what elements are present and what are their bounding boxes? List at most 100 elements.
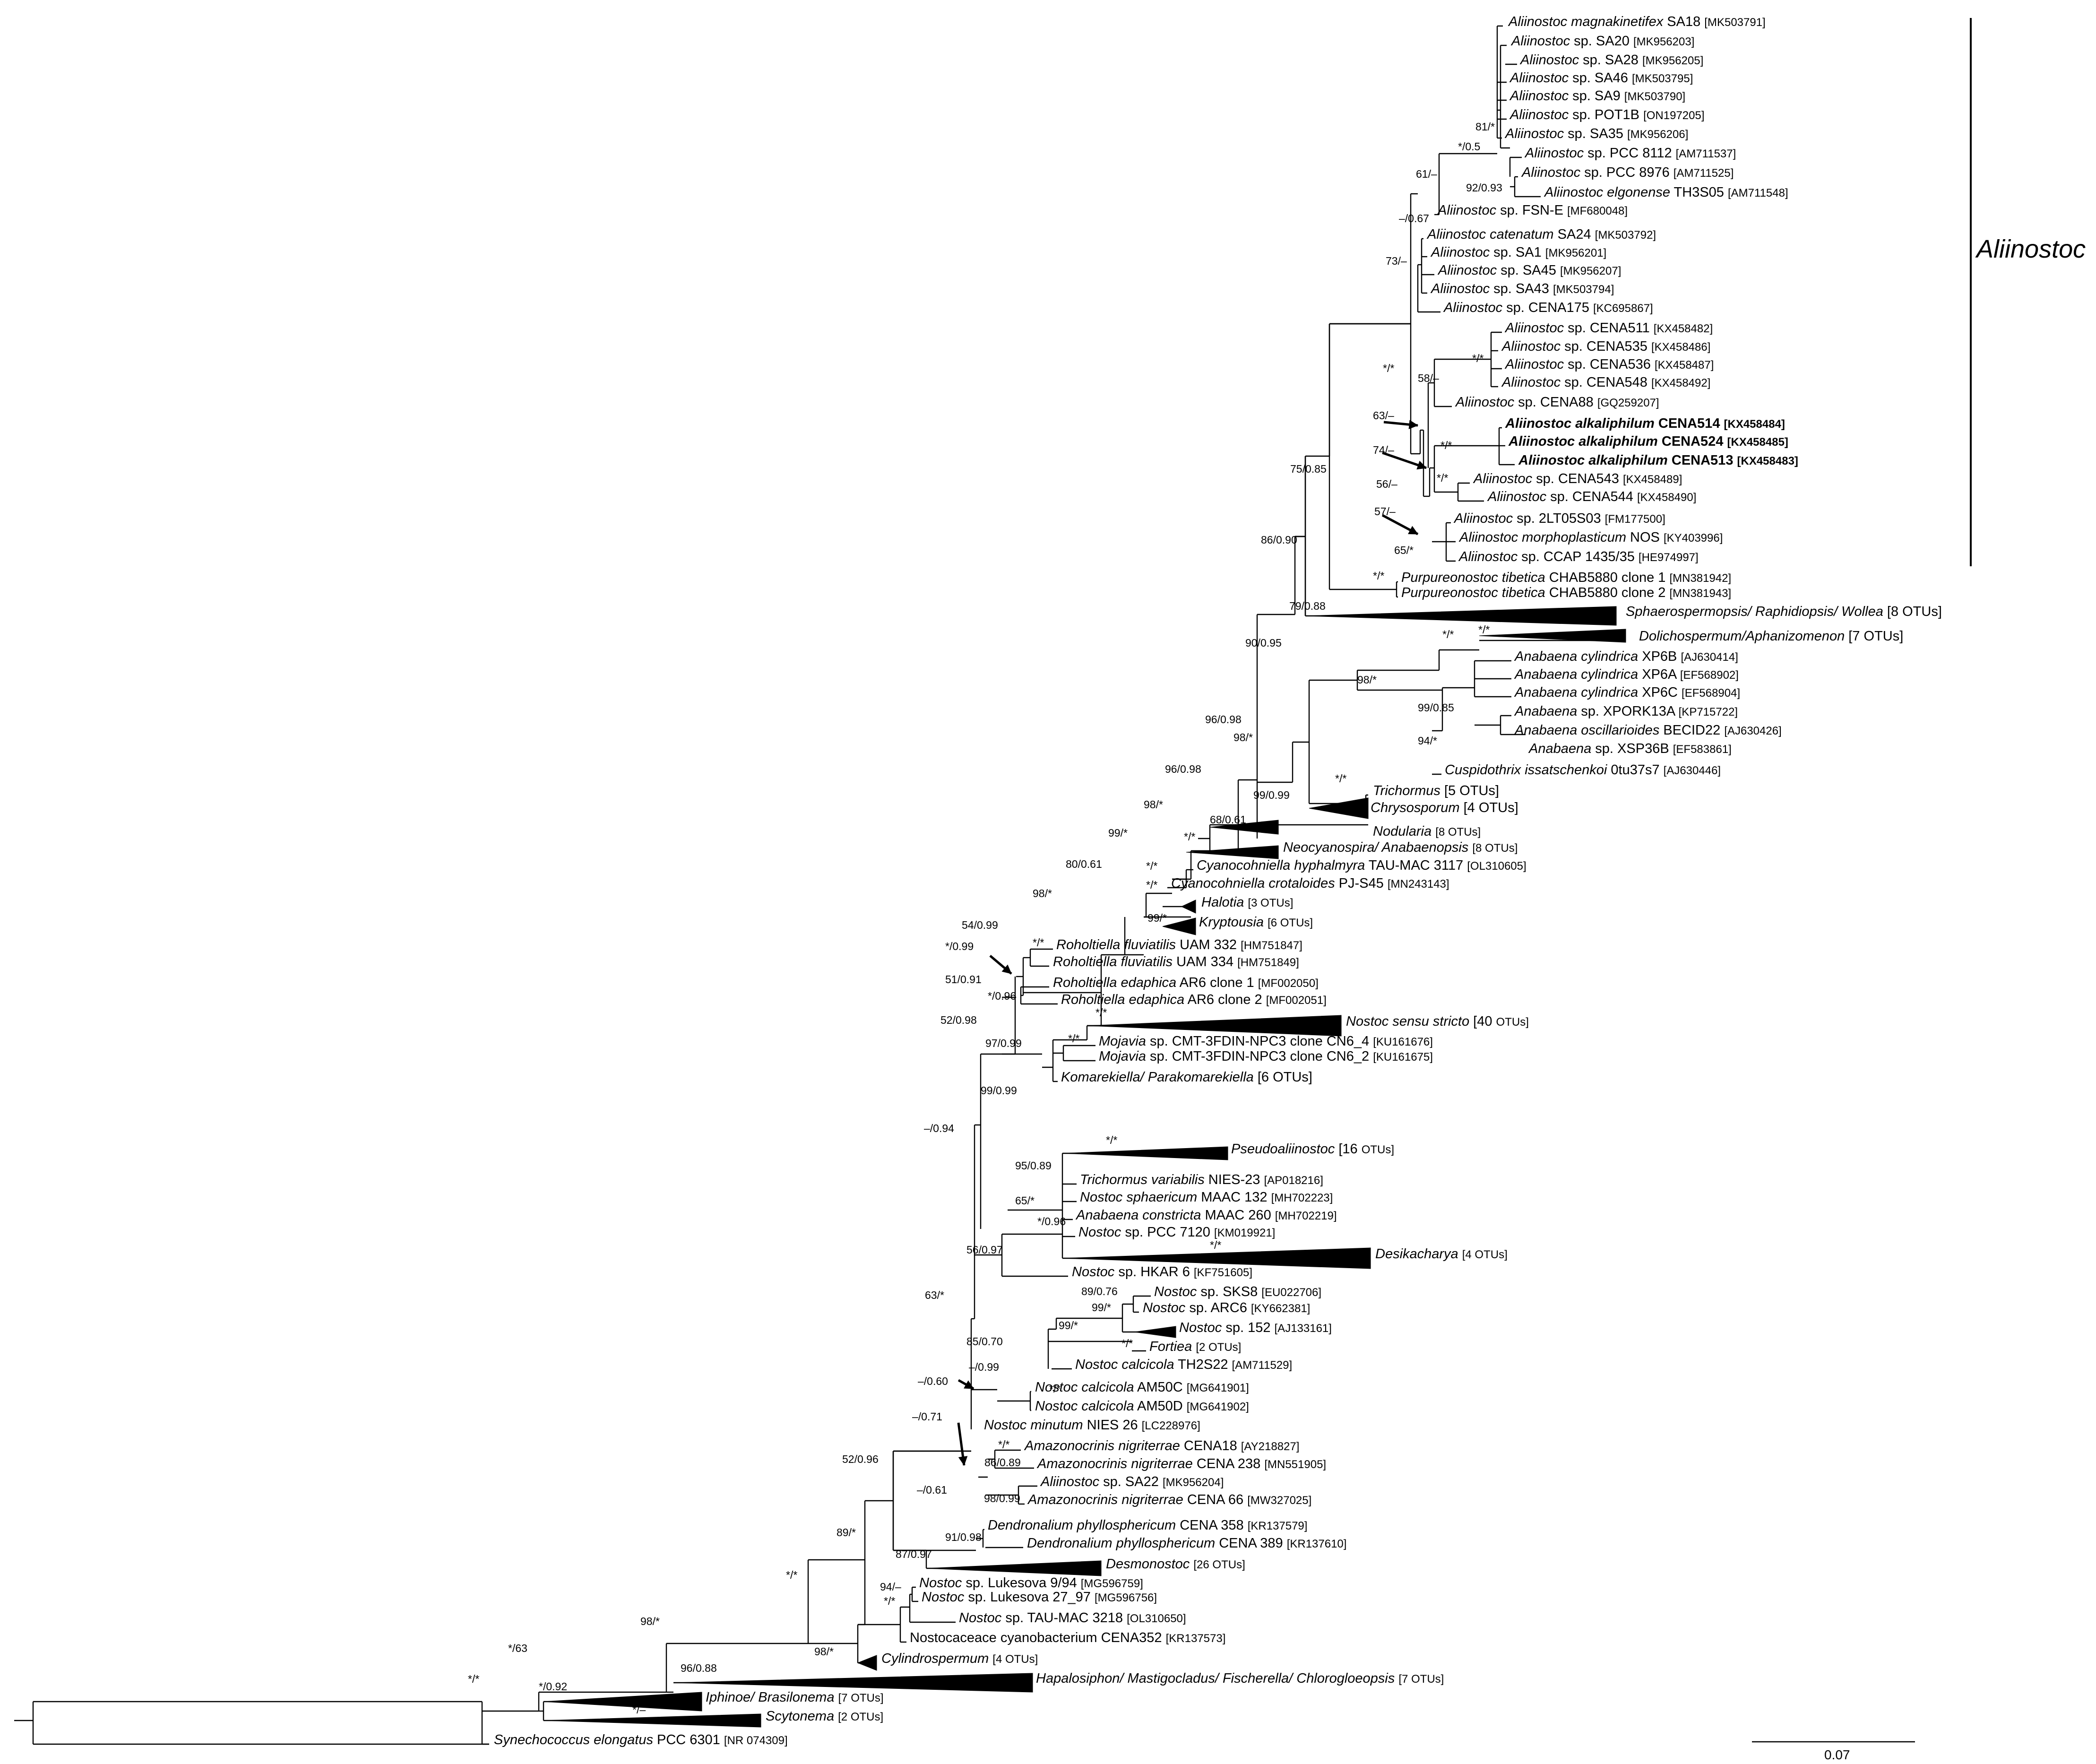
taxon-name: Nostoc <box>959 1610 1002 1626</box>
taxon-name: Iphinoe/ Brasilonema <box>706 1690 834 1705</box>
taxon-label: Desmonostoc [26 OTUs] <box>1106 1556 1245 1572</box>
taxon-name: Nostoc <box>1143 1300 1186 1315</box>
accession: [2 OTUs] <box>838 1711 883 1723</box>
strain-id: CENA514 <box>1655 416 1724 431</box>
arrow-head <box>964 1380 974 1389</box>
support-value: 73/– <box>1386 255 1407 267</box>
support-value: –/0.61 <box>917 1484 947 1496</box>
taxon-name: Amazonocrinis nigriterrae <box>1036 1456 1193 1471</box>
accession: [MK956203] <box>1633 35 1694 48</box>
strain-id: sp. CENA175 <box>1502 300 1593 315</box>
strain-id <box>1190 1556 1193 1572</box>
strain-id: sp. SA22 <box>1099 1474 1163 1489</box>
support-value: */* <box>1146 879 1157 891</box>
support-value: 56/0.97 <box>966 1244 1003 1256</box>
accession: [KX458485] <box>1727 436 1788 449</box>
taxon-label: Amazonocrinis nigriterrae CENA18 [AY2188… <box>1024 1438 1299 1453</box>
taxon-name: Nostoc minutum <box>984 1418 1083 1433</box>
taxon-name: Desikacharya <box>1375 1246 1458 1262</box>
accession: [KC695867] <box>1593 302 1653 315</box>
taxon-name: Anabaena constricta <box>1075 1208 1201 1223</box>
taxon-label: Purpureonostoc tibetica CHAB5880 clone 2… <box>1401 585 1731 600</box>
taxon-label: Roholtiella fluviatilis UAM 332 [HM75184… <box>1056 937 1302 952</box>
accession: [KU161675] <box>1373 1051 1433 1064</box>
accession: [6 OTUs] <box>1268 917 1313 929</box>
taxon-label: Anabaena oscillarioides BECID22 [AJ63042… <box>1514 723 1782 738</box>
support-value: */* <box>1049 1383 1061 1395</box>
support-value: */* <box>1383 362 1394 374</box>
support-value: 81/* <box>1475 121 1495 133</box>
taxon-name: Fortiea <box>1149 1339 1192 1354</box>
taxon-label: Aliinostoc sp. CENA535 [KX458486] <box>1501 339 1710 354</box>
support-value: 99/0.99 <box>1253 789 1290 801</box>
strain-id: sp. CENA543 <box>1532 471 1623 486</box>
accession: [MG641901] <box>1187 1382 1249 1394</box>
taxon-name: Aliinostoc <box>1453 511 1513 526</box>
support-value: 97/0.99 <box>985 1037 1022 1049</box>
support-value: 89/0.76 <box>1081 1285 1118 1297</box>
taxon-label: Amazonocrinis nigriterrae CENA 66 [MW327… <box>1027 1492 1311 1507</box>
support-value: 56/– <box>1376 478 1397 490</box>
taxon-label: Aliinostoc alkaliphilum CENA524 [KX45848… <box>1508 434 1788 449</box>
taxon-label: Nostoc minutum NIES 26 [LC228976] <box>984 1418 1200 1433</box>
support-value: 75/0.85 <box>1290 463 1327 475</box>
support-value: 96/0.98 <box>1165 763 1201 775</box>
taxon-label: Roholtiella fluviatilis UAM 334 [HM75184… <box>1053 954 1299 969</box>
taxon-label: Nostoc sphaericum MAAC 132 [MH702223] <box>1080 1190 1333 1205</box>
accession: [MK503791] <box>1704 16 1765 29</box>
support-value: */* <box>1440 439 1452 451</box>
support-value: 95/0.89 <box>1015 1159 1052 1172</box>
taxon-label: Aliinostoc sp. CENA511 [KX458482] <box>1504 320 1713 336</box>
support-value: */* <box>1437 472 1448 484</box>
strain-id: TH2S22 <box>1174 1357 1232 1372</box>
taxon-label: Trichormus variabilis NIES-23 [AP018216] <box>1080 1172 1323 1187</box>
support-value: */* <box>1442 628 1454 640</box>
support-value: 80/0.61 <box>1066 858 1102 870</box>
support-value: 91/0.98 <box>945 1531 982 1543</box>
strain-id: sp. PCC 8112 <box>1584 146 1676 161</box>
strain-id: MAAC 132 <box>1197 1190 1271 1205</box>
taxon-label: Anabaena sp. XPORK13A [KP715722] <box>1514 704 1738 719</box>
taxon-label: Aliinostoc sp. SA20 [MK956203] <box>1510 34 1694 49</box>
taxon-name: Chrysosporum <box>1371 800 1460 815</box>
support-value: */* <box>1068 1032 1079 1045</box>
arrow-head <box>1001 964 1012 974</box>
taxon-label: Aliinostoc sp. CENA548 [KX458492] <box>1501 375 1710 390</box>
accession: [MK503792] <box>1595 229 1656 242</box>
strain-id: sp. PCC 8976 <box>1580 165 1673 180</box>
accession: [4 OTUs] <box>992 1653 1038 1666</box>
accession: [KX458490] <box>1637 491 1696 504</box>
taxon-label: Synechococcus elongatus PCC 6301 [NR 074… <box>494 1732 788 1747</box>
strain-id: TH3S05 <box>1670 185 1728 200</box>
taxon-label: Pseudoaliinostoc [16 OTUs] <box>1231 1141 1394 1157</box>
accession: [MG641902] <box>1187 1401 1249 1413</box>
strain-id: sp. XSP36B <box>1591 741 1673 756</box>
taxon-label: Aliinostoc sp. FSN-E [MF680048] <box>1437 203 1628 218</box>
support-value: */* <box>786 1569 797 1581</box>
accession: [MF680048] <box>1567 205 1628 217</box>
taxon-name: Nostoc <box>922 1590 965 1605</box>
support-value: –/0.60 <box>918 1375 948 1387</box>
support-value: */* <box>1210 1239 1221 1251</box>
taxon-label: Nostoc sp. SKS8 [EU022706] <box>1154 1284 1321 1299</box>
taxon-label: Anabaena cylindrica XP6B [AJ630414] <box>1514 649 1738 664</box>
taxon-label: Nostoc sp. 152 [AJ133161] <box>1179 1320 1332 1335</box>
strain-id: CENA352 <box>1097 1630 1166 1645</box>
support-value: */* <box>998 1438 1009 1451</box>
accession: [KU161676] <box>1373 1036 1433 1048</box>
taxon-name: Nostoc sphaericum <box>1080 1190 1197 1205</box>
accession: [MK956201] <box>1545 247 1606 259</box>
taxon-label: Iphinoe/ Brasilonema [7 OTUs] <box>706 1690 884 1705</box>
support-value: 96/0.98 <box>1205 713 1242 726</box>
taxon-name: Aliinostoc <box>1473 471 1533 486</box>
support-value: 87/0.97 <box>896 1548 932 1560</box>
strain-id: CENA 358 <box>1176 1518 1248 1533</box>
support-value: 98/* <box>1357 674 1377 686</box>
taxon-name: Trichormus variabilis <box>1080 1172 1205 1187</box>
collapsed-clade-wedge <box>1209 820 1279 835</box>
taxon-name: Aliinostoc <box>1437 203 1497 218</box>
support-value: 68/0.61 <box>1210 813 1246 826</box>
taxon-label: Aliinostoc catenatum SA24 [MK503792] <box>1426 227 1656 242</box>
accession: [KX458486] <box>1651 341 1710 354</box>
collapsed-clade-wedge <box>1162 917 1196 935</box>
